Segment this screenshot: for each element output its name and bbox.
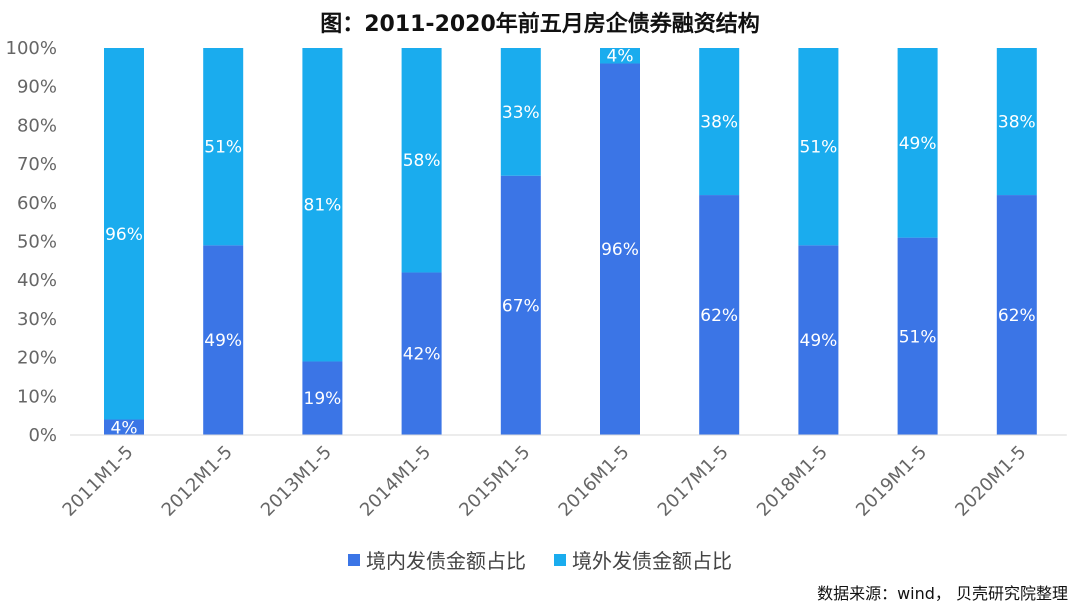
chart-title: 图：2011-2020年前五月房企债券融资结构 <box>320 12 760 37</box>
bar-domestic <box>203 245 244 435</box>
bar-overseas <box>500 48 541 176</box>
x-tick-label: 2019M1-5 <box>852 442 931 521</box>
y-tick-label: 100% <box>6 38 57 59</box>
legend-swatch-domestic <box>348 553 360 566</box>
bar-domestic <box>996 195 1037 435</box>
data-label-domestic: 4% <box>111 418 138 438</box>
bar-overseas <box>302 48 343 362</box>
x-tick-label: 2018M1-5 <box>753 442 832 521</box>
data-label-domestic: 19% <box>304 389 342 409</box>
bar-overseas <box>104 48 144 420</box>
data-label-domestic: 51% <box>899 327 937 347</box>
bar-overseas <box>600 48 640 64</box>
x-tick-label: 2020M1-5 <box>951 442 1030 521</box>
bar-overseas <box>699 48 740 196</box>
y-tick-label: 50% <box>17 232 57 253</box>
data-label-overseas: 33% <box>502 103 540 123</box>
x-tick-label: 2012M1-5 <box>158 442 237 521</box>
bar-overseas <box>996 48 1037 196</box>
bar-domestic <box>897 237 938 435</box>
data-label-domestic: 49% <box>204 331 242 351</box>
x-tick-label: 2014M1-5 <box>356 442 435 521</box>
y-tick-label: 0% <box>28 425 57 446</box>
legend-item-domestic: 境内发债金额占比 <box>348 545 526 574</box>
data-label-domestic: 49% <box>800 331 838 351</box>
y-tick-label: 30% <box>17 309 57 330</box>
source-note: 数据来源：wind， 贝壳研究院整理 <box>817 584 1068 603</box>
data-label-overseas: 58% <box>403 151 441 171</box>
x-tick-label: 2015M1-5 <box>455 442 534 521</box>
data-label-domestic: 62% <box>700 306 738 326</box>
data-label-domestic: 96% <box>601 240 639 260</box>
data-label-overseas: 96% <box>105 225 143 245</box>
data-label-overseas: 49% <box>899 134 937 154</box>
data-label-overseas: 81% <box>304 196 342 216</box>
y-tick-label: 90% <box>17 77 57 98</box>
data-label-overseas: 51% <box>800 138 838 158</box>
bar-domestic <box>401 272 442 435</box>
bar-domestic <box>500 175 541 435</box>
y-tick-label: 40% <box>17 270 57 291</box>
legend-label-overseas: 境外发债金额占比 <box>572 549 732 573</box>
data-label-domestic: 67% <box>502 296 540 316</box>
y-tick-label: 10% <box>17 386 57 407</box>
bars: 4% 96% 49% 51% 19% 81% 42% 58% 67% 33% 96% 4% 62% 38%… <box>104 47 1037 438</box>
bar-domestic <box>699 195 740 435</box>
x-tick-label: 2016M1-5 <box>555 442 634 521</box>
y-tick-label: 20% <box>17 348 57 369</box>
legend: 境内发债金额占比 境外发债金额占比 <box>0 545 1080 574</box>
bar-overseas <box>401 48 442 273</box>
data-label-overseas: 38% <box>998 113 1036 133</box>
legend-item-overseas: 境外发债金额占比 <box>554 545 732 574</box>
data-label-overseas: 4% <box>607 47 634 67</box>
y-tick-label: 70% <box>17 154 57 175</box>
bar-domestic <box>600 63 640 435</box>
bar-domestic <box>302 361 343 435</box>
bar-overseas <box>798 48 839 246</box>
legend-label-domestic: 境内发债金额占比 <box>366 549 526 573</box>
data-label-overseas: 51% <box>204 138 242 158</box>
bar-domestic <box>798 245 839 435</box>
x-tick-label: 2011M1-5 <box>59 442 138 521</box>
x-axis: 2011M1-5 2012M1-5 2013M1-5 2014M1-5 2015M1-5… <box>59 434 1067 521</box>
legend-swatch-overseas <box>554 553 566 566</box>
x-tick-label: 2013M1-5 <box>257 442 336 521</box>
bar-overseas <box>897 48 938 238</box>
y-tick-label: 80% <box>17 115 57 136</box>
x-tick-label: 2017M1-5 <box>654 442 733 521</box>
data-label-overseas: 38% <box>700 113 738 133</box>
y-axis: 0% 10% 20% 30% 40% 50% 60% 70% 80% 90% 100% <box>6 38 57 446</box>
bar-domestic <box>104 419 144 435</box>
data-label-domestic: 62% <box>998 306 1036 326</box>
bar-overseas <box>203 48 244 246</box>
data-label-domestic: 42% <box>403 345 441 365</box>
y-tick-label: 60% <box>17 193 57 214</box>
